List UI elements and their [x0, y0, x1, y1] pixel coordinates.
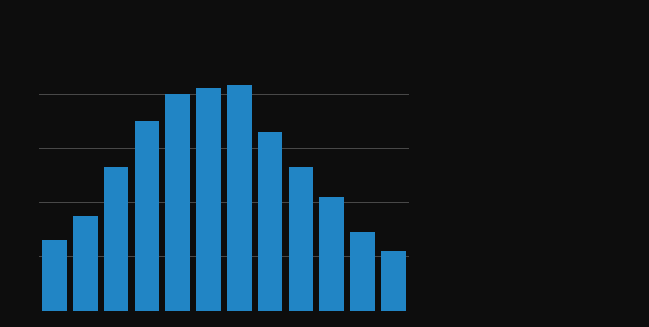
Bar	[289, 167, 313, 311]
Bar	[258, 131, 282, 311]
Bar	[134, 121, 159, 311]
Bar	[196, 88, 221, 311]
Bar	[104, 167, 129, 311]
Bar	[227, 85, 252, 311]
Bar	[42, 240, 67, 311]
Bar	[381, 251, 406, 311]
Bar	[165, 94, 190, 311]
Bar	[319, 197, 344, 311]
Bar	[73, 216, 97, 311]
Bar	[350, 232, 375, 311]
